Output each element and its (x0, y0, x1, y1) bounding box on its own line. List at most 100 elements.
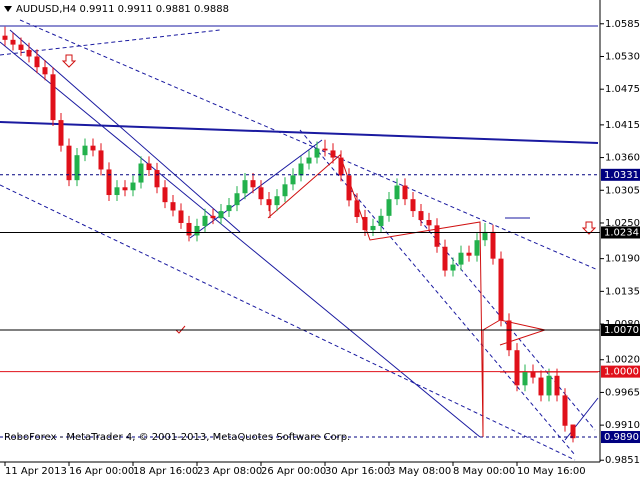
candle-body (274, 196, 280, 206)
candle-body (546, 375, 552, 396)
candle-body (522, 371, 528, 386)
candle-body (170, 202, 176, 211)
y-tick-label: 1.0305 (605, 185, 640, 196)
candle-body (226, 205, 232, 212)
candle-body (34, 56, 40, 68)
candle-body (378, 215, 384, 226)
y-tick-label: 1.0020 (605, 355, 640, 366)
candle-body (2, 35, 8, 40)
candle-body (354, 200, 360, 218)
candle-body (482, 231, 488, 241)
candle-body (162, 187, 168, 203)
candle-body (346, 175, 352, 201)
x-tick-label: 18 Apr 16:00 (133, 466, 198, 477)
candle-body (10, 39, 16, 45)
price-level-label: 0.9890 (604, 432, 639, 443)
candle-body (386, 199, 392, 216)
candle-body (450, 264, 456, 271)
candle-body (338, 157, 344, 176)
price-level-box (601, 431, 640, 444)
y-tick-label: 1.0415 (605, 120, 640, 131)
x-tick-label: 8 May 00:00 (453, 466, 515, 477)
trend-line (189, 139, 323, 239)
candle-body (370, 225, 376, 231)
candle-body (322, 148, 328, 151)
price-level-box (601, 365, 640, 378)
price-level-box (601, 168, 640, 181)
price-level-box (601, 226, 640, 239)
arrow-icon (581, 221, 597, 235)
plot (0, 26, 600, 443)
x-tick-label: 23 Apr 08:00 (197, 466, 262, 477)
candle-body (426, 220, 432, 226)
y-tick-label: 1.0530 (605, 51, 640, 62)
chart-title: AUDUSD,H4 0.9911 0.9911 0.9881 0.9888 (16, 4, 229, 15)
candle-body (490, 231, 496, 259)
candle-body (194, 225, 200, 236)
candle-body (474, 240, 480, 256)
candle-body (154, 170, 160, 188)
candle-body (530, 371, 536, 378)
candle-body (210, 215, 216, 219)
candle-body (298, 163, 304, 176)
price-level-label: 1.0331 (604, 170, 639, 181)
candle-body (282, 184, 288, 197)
dashed-channel (0, 184, 576, 461)
trend-line (0, 121, 599, 144)
candle-body (514, 350, 520, 386)
candle-body (90, 145, 96, 151)
y-tick-label: 0.9910 (605, 420, 640, 431)
candle-body (314, 148, 320, 158)
candle-body (402, 185, 408, 200)
candle-body (114, 187, 120, 196)
candle-body (362, 217, 368, 231)
candle-body (186, 222, 192, 236)
check-icon (175, 325, 186, 334)
candle-body (466, 252, 472, 256)
candle-body (570, 424, 576, 439)
x-tick-label: 30 Apr 16:00 (325, 466, 390, 477)
x-tick-label: 10 May 16:00 (517, 466, 586, 477)
candle-body (266, 199, 272, 206)
candle-body (42, 67, 48, 75)
y-tick-label: 0.9851 (605, 455, 640, 466)
candle-body (506, 320, 512, 351)
candle-body (58, 120, 64, 146)
candle-body (458, 252, 464, 265)
candle-body (498, 258, 504, 321)
y-tick-label: 1.0360 (605, 153, 640, 164)
y-tick-label: 1.0135 (605, 286, 640, 297)
arrow-icon (61, 54, 77, 68)
candle-body (250, 180, 256, 188)
dashed-channel (299, 129, 576, 456)
footer: RoboForex - MetaTrader 4, © 2001-2013, M… (4, 432, 350, 443)
candle-body (330, 150, 336, 158)
candle-body (66, 145, 72, 181)
candle-body (562, 395, 568, 426)
y-tick-label: 1.0190 (605, 254, 640, 265)
y-tick-label: 1.0475 (605, 84, 640, 95)
candle-body (218, 211, 224, 219)
candle-body (234, 193, 240, 206)
y-tick-label: 1.0585 (605, 19, 640, 30)
y-tick-label: 1.0250 (605, 218, 640, 229)
menu-triangle[interactable] (4, 6, 12, 12)
candle-body (290, 175, 296, 185)
candle-body (106, 169, 112, 196)
x-tick-label: 16 Apr 00:00 (69, 466, 134, 477)
candle-body (258, 187, 264, 200)
x-tick-label: 26 Apr 00:00 (261, 466, 326, 477)
price-level-label: 1.0070 (604, 325, 639, 336)
candle-body (146, 163, 152, 171)
candle-body (306, 157, 312, 164)
candle-body (82, 145, 88, 156)
candle-body (18, 44, 24, 50)
candle-body (242, 180, 248, 194)
x-tick-label: 11 Apr 2013 (5, 466, 67, 477)
candle-body (50, 74, 56, 121)
candle-body (74, 155, 80, 181)
candle-body (538, 377, 544, 396)
price-level-box (601, 324, 640, 336)
